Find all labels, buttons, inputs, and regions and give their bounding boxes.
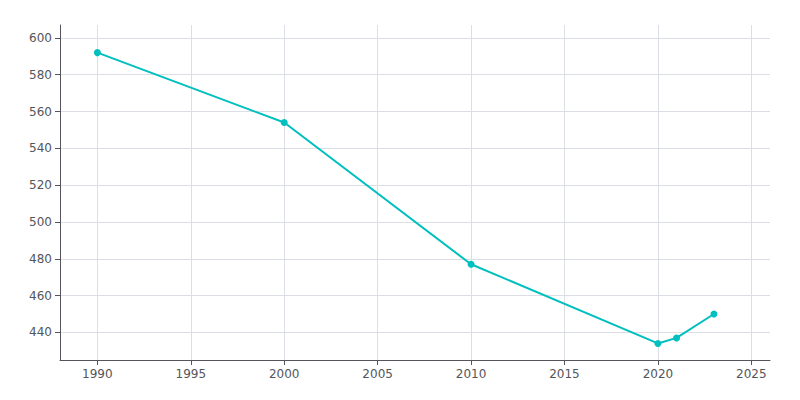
svg-text:500: 500: [29, 215, 52, 229]
svg-text:2020: 2020: [643, 367, 674, 381]
svg-text:2025: 2025: [736, 367, 767, 381]
svg-text:2000: 2000: [269, 367, 300, 381]
svg-text:480: 480: [29, 252, 52, 266]
svg-text:560: 560: [29, 105, 52, 119]
svg-text:520: 520: [29, 178, 52, 192]
svg-text:1990: 1990: [82, 367, 113, 381]
svg-text:600: 600: [29, 31, 52, 45]
svg-text:2015: 2015: [549, 367, 580, 381]
svg-text:2010: 2010: [456, 367, 487, 381]
svg-text:580: 580: [29, 68, 52, 82]
svg-text:440: 440: [29, 325, 52, 339]
svg-text:540: 540: [29, 141, 52, 155]
svg-text:1995: 1995: [176, 367, 207, 381]
svg-text:2005: 2005: [362, 367, 393, 381]
svg-text:460: 460: [29, 289, 52, 303]
